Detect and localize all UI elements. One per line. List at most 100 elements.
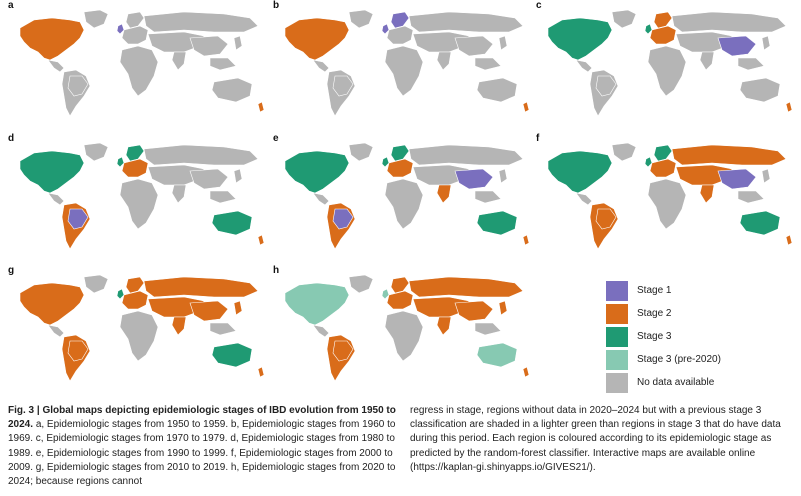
region-scand: [125, 276, 145, 294]
region-aus: [211, 77, 253, 103]
region-japan: [498, 35, 508, 51]
legend-swatch: [606, 373, 628, 393]
region-na: [284, 150, 350, 194]
region-japan: [233, 35, 243, 51]
panel-letter: f: [536, 133, 540, 144]
region-europe: [386, 25, 414, 45]
region-russia: [671, 11, 787, 33]
region-nz: [257, 234, 265, 246]
map-panel-e: e: [273, 133, 531, 253]
region-china: [189, 300, 229, 322]
panel-letter: d: [8, 133, 15, 144]
region-aus: [476, 77, 518, 103]
region-sea: [474, 57, 502, 71]
region-africa: [384, 310, 424, 362]
region-brazil: [67, 75, 89, 97]
region-asia: [412, 296, 470, 318]
world-map: [284, 274, 530, 382]
region-greenland: [611, 142, 637, 162]
world-map: [19, 142, 265, 250]
region-sea: [737, 57, 765, 71]
region-uk: [644, 23, 653, 35]
region-na: [284, 17, 350, 61]
map-panel-f: f: [536, 133, 794, 253]
region-brazil: [332, 340, 354, 362]
legend-swatch: [606, 350, 628, 370]
region-na: [19, 17, 85, 61]
panel-letter: c: [536, 0, 542, 11]
region-greenland: [348, 274, 374, 294]
region-japan: [498, 168, 508, 184]
region-russia: [408, 144, 524, 166]
region-sea: [737, 190, 765, 204]
legend-label: Stage 1: [637, 285, 672, 296]
region-aus: [211, 342, 253, 368]
region-japan: [498, 300, 508, 316]
region-aus: [739, 210, 781, 236]
map-panel-g: g: [8, 265, 266, 385]
region-ca: [575, 192, 593, 206]
region-africa: [647, 45, 687, 97]
region-sea: [209, 57, 237, 71]
region-africa: [384, 178, 424, 230]
legend-label: Stage 2: [637, 308, 672, 319]
region-china: [454, 35, 494, 57]
region-africa: [119, 45, 159, 97]
legend-item: Stage 1: [606, 281, 776, 304]
region-russia: [671, 144, 787, 166]
region-scand: [390, 276, 410, 294]
region-uk: [381, 288, 390, 300]
legend-swatch: [606, 281, 628, 301]
panel-letter: g: [8, 265, 15, 276]
region-asia: [147, 296, 205, 318]
legend-item: No data available: [606, 373, 776, 396]
region-uk: [381, 23, 390, 35]
world-map: [19, 9, 265, 117]
region-ca: [47, 192, 65, 206]
region-sea: [209, 190, 237, 204]
world-map: [284, 9, 530, 117]
region-greenland: [83, 9, 109, 29]
region-russia: [408, 11, 524, 33]
region-japan: [233, 300, 243, 316]
panel-letter: h: [273, 265, 280, 276]
map-panel-h: h: [273, 265, 531, 385]
region-europe: [121, 290, 149, 310]
region-europe: [649, 25, 677, 45]
caption-left-body: a, Epidemiologic stages from 1950 to 195…: [8, 419, 396, 488]
region-aus: [476, 210, 518, 236]
region-india: [171, 316, 187, 336]
panel-letter: b: [273, 0, 280, 11]
region-asia: [675, 164, 733, 186]
region-russia: [143, 276, 259, 298]
region-europe: [649, 158, 677, 178]
region-india: [171, 184, 187, 204]
legend: Stage 1 Stage 2 Stage 3 Stage 3 (pre-2020) N…: [606, 281, 776, 396]
region-nz: [785, 101, 793, 113]
region-aus: [211, 210, 253, 236]
region-greenland: [83, 274, 109, 294]
region-china: [717, 168, 757, 190]
region-ca: [312, 192, 330, 206]
region-sea: [474, 322, 502, 336]
legend-item: Stage 2: [606, 304, 776, 327]
world-map: [547, 9, 793, 117]
region-brazil: [332, 75, 354, 97]
region-brazil: [67, 208, 89, 230]
region-brazil: [595, 208, 617, 230]
region-ca: [47, 59, 65, 73]
region-russia: [143, 144, 259, 166]
region-china: [454, 168, 494, 190]
region-brazil: [595, 75, 617, 97]
region-china: [454, 300, 494, 322]
legend-label: Stage 3 (pre-2020): [637, 354, 721, 365]
region-sea: [209, 322, 237, 336]
region-aus: [476, 342, 518, 368]
world-map: [19, 274, 265, 382]
region-na: [19, 150, 85, 194]
region-uk: [381, 156, 390, 168]
region-nz: [257, 366, 265, 378]
region-asia: [147, 31, 205, 53]
region-scand: [125, 11, 145, 29]
region-greenland: [83, 142, 109, 162]
